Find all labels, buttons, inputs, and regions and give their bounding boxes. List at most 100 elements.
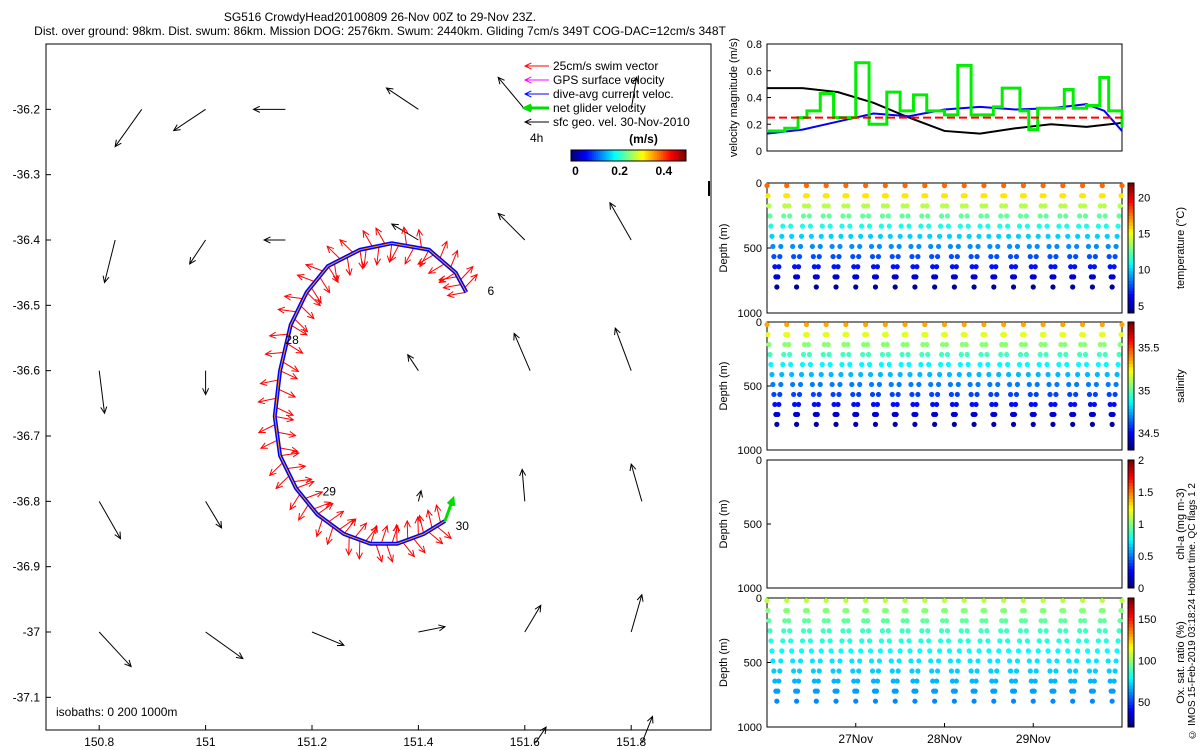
swim-vector-arrow: [417, 253, 435, 265]
profile-point: [936, 233, 943, 239]
profile-point: [795, 678, 802, 684]
profile-point: [847, 361, 853, 368]
profile-point: [1007, 668, 1014, 674]
profile-point: [1104, 233, 1110, 239]
swim-vector-arrow-head: [401, 225, 409, 234]
profile-point: [1008, 264, 1015, 270]
depth-colorbar-cell: [1128, 300, 1134, 304]
profile-point: [792, 401, 798, 408]
profile-point: [1026, 381, 1032, 388]
profile-point: [908, 658, 914, 664]
profile-point: [884, 618, 890, 624]
profile-point: [1048, 401, 1054, 408]
swim-vector-arrow-head: [349, 518, 357, 527]
geo-velocity-arrow: [630, 77, 638, 110]
depth-colorbar-cell: [1128, 552, 1134, 557]
profile-point: [961, 597, 967, 604]
profile-point: [1110, 274, 1116, 280]
profile-point: [785, 193, 791, 199]
profile-point: [900, 341, 906, 348]
profile-point: [860, 628, 866, 634]
profile-point: [906, 361, 912, 368]
profile-point: [996, 648, 1002, 654]
profile-point: [981, 321, 987, 328]
profile-point: [933, 688, 939, 694]
profile-point: [768, 223, 774, 229]
depth-y-tick-label: 1000: [738, 308, 762, 320]
profile-point: [787, 628, 793, 634]
depth-colorbar-cell: [1128, 578, 1134, 583]
geo-velocity-arrow: [609, 202, 632, 241]
profile-point: [968, 668, 974, 674]
swim-vector-arrow: [370, 525, 377, 544]
depth-colorbar-cell: [1128, 328, 1134, 333]
profile-point: [873, 688, 880, 694]
profile-point: [1030, 698, 1036, 704]
geo-velocity-arrow: [98, 370, 106, 414]
profile-point: [1013, 391, 1020, 398]
legend-arrow-head: [521, 103, 532, 113]
swim-vector-arrow: [269, 333, 289, 337]
depth-colorbar-cell: [1128, 357, 1134, 361]
depth-colorbar: [1128, 598, 1134, 728]
profile-point: [807, 361, 813, 368]
map-colorbar-cell: [632, 150, 635, 161]
velocity-ylabel: velocity magnitude (m/s): [728, 38, 740, 157]
profile-point: [971, 421, 977, 427]
depth-colorbar-cell: [1128, 672, 1134, 676]
profile-point: [1024, 223, 1030, 229]
profile-point: [848, 648, 854, 654]
map-colorbar-cell: [571, 150, 574, 161]
profile-point: [810, 668, 816, 674]
map-panel: 150.8 151 151.2 151.4 151.6 151.8-36.2-36.3-3…: [13, 43, 712, 749]
profile-point: [965, 223, 971, 229]
swim-vector-arrow-head: [466, 265, 474, 274]
profile-point: [1087, 264, 1094, 270]
profile-point: [1090, 411, 1097, 418]
swim-vector-arrow-head: [435, 536, 444, 545]
profile-point: [844, 608, 850, 614]
swim-vector-arrow: [404, 246, 415, 265]
profile-point: [817, 658, 823, 664]
swim-vector-arrow: [418, 229, 423, 249]
profile-point: [1016, 638, 1023, 644]
profile-point: [795, 401, 802, 408]
profile-point: [1032, 678, 1038, 684]
profile-point: [1005, 223, 1011, 229]
swim-vector-arrow: [463, 274, 478, 289]
geo-velocity-arrow-head: [252, 105, 261, 113]
profile-point: [1045, 233, 1051, 239]
profile-point: [863, 193, 870, 199]
profile-point: [897, 648, 903, 654]
profile-point: [906, 223, 912, 229]
swim-vector-arrow-head: [336, 510, 345, 518]
profile-point: [803, 321, 810, 328]
profile-point: [996, 233, 1002, 239]
profile-point: [959, 341, 965, 348]
profile-point: [992, 411, 998, 418]
profile-point: [851, 264, 857, 270]
depth-colorbar-cell: [1128, 360, 1134, 365]
profile-point: [798, 648, 805, 654]
map-colorbar-cell: [643, 150, 647, 161]
profile-point: [789, 648, 795, 654]
profile-point: [944, 351, 951, 358]
geo-velocity-arrow-head: [215, 520, 223, 529]
profile-point: [848, 371, 854, 378]
profile-point: [935, 243, 942, 250]
depth-y-tick-label: 500: [744, 519, 762, 531]
swim-vector-arrow-head: [307, 311, 315, 320]
profile-point: [1081, 341, 1088, 348]
profile-point: [988, 391, 994, 398]
profile-point: [958, 213, 964, 219]
profile-point: [861, 203, 867, 209]
swim-vector-arrow-head: [295, 346, 304, 354]
profile-point: [964, 351, 970, 358]
profile-point: [961, 183, 967, 189]
profile-point: [958, 628, 964, 634]
swim-vector-arrow-head: [374, 257, 381, 266]
profile-point: [815, 264, 821, 270]
depth-colorbar-cell: [1128, 714, 1134, 718]
swim-vector-arrow-head: [292, 450, 301, 458]
